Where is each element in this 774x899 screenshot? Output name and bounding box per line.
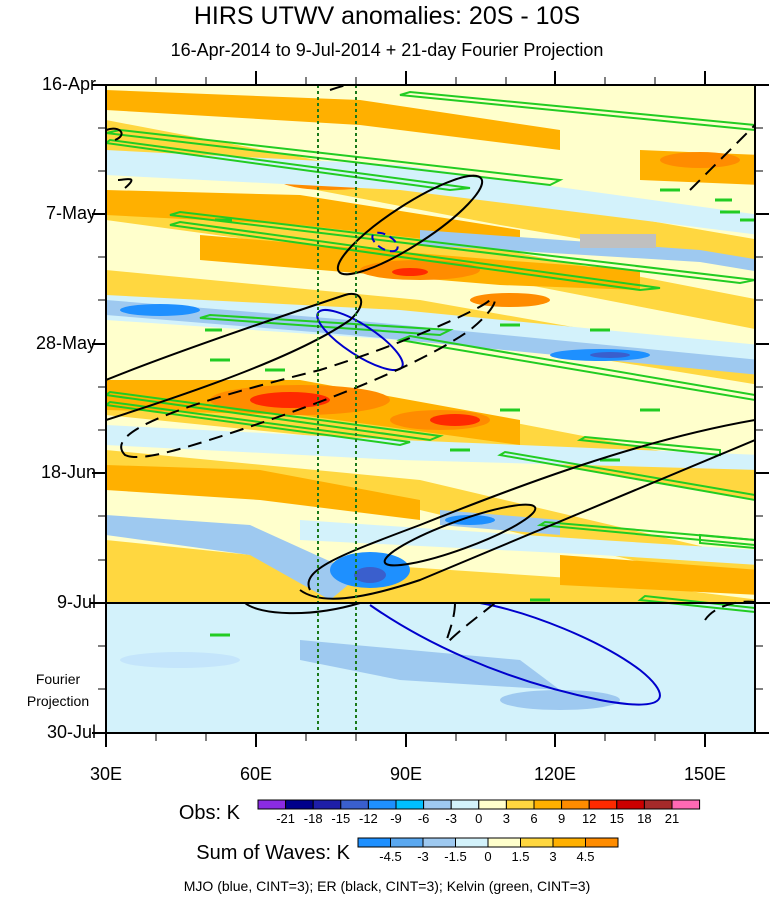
chart-subtitle: 16-Apr-2014 to 9-Jul-2014 + 21-day Fouri… [170,40,604,60]
projection-field [120,640,620,710]
colorbar-tick-label: 3 [502,811,510,826]
colorbar-tick-label: 0 [475,811,483,826]
colorbar-swatch [552,837,586,848]
x-minor-ticks [155,77,656,741]
colorbar-swatch [422,837,456,848]
y-minor-ticks [98,127,763,690]
x-tick-label: 30E [89,764,123,784]
colorbar-swatch [643,799,673,810]
colorbar-swatch [588,799,618,810]
colorbar-swatch [520,837,554,848]
colorbar-tick-label: 4.5 [576,849,595,864]
kelvin-dashes [205,188,755,637]
projection-label-projection: Projection [26,693,90,709]
projection-label-fourier: Fourier [35,671,81,687]
y-tick-label: 16-Apr [41,74,96,94]
obs-colorbar-label: Obs: K [178,802,240,824]
missing-data [580,234,656,248]
colorbar-swatch [450,799,480,810]
colorbar-tick-label: 12 [581,811,597,826]
y-tick-label: 7-May [45,203,96,223]
colorbar-swatch [395,799,425,810]
x-tick-label: 60E [239,764,273,784]
colorbar-tick-label: -6 [417,811,430,826]
colorbar-swatch [561,799,590,810]
colorbar-tick-label: -15 [331,811,351,826]
obs-colorbar [257,799,701,810]
colorbar-swatch [478,799,507,810]
colorbar-tick-label: 3 [549,849,557,864]
colorbar-tick-label: 0 [484,849,492,864]
x-major-ticks [105,71,706,747]
chart-title: HIRS UTWV anomalies: 20S - 10S [193,2,581,30]
colorbar-tick-label: -3 [445,811,457,826]
colorbar-swatch [367,799,397,810]
x-tick-label: 120E [533,764,577,784]
colorbar-swatch [671,799,701,810]
colorbar-tick-label: 1.5 [511,849,530,864]
waves-colorbar-label: Sum of Waves: K [196,842,350,864]
x-tick-label: 90E [389,764,423,784]
colorbar-tick-label: -9 [390,811,402,826]
colorbar-swatch [285,799,314,810]
kelvin-contours [106,90,755,614]
y-major-ticks [92,84,769,734]
y-tick-label: 18-Jun [40,462,96,482]
colorbar-swatch [585,837,619,848]
colorbar-swatch [505,799,535,810]
colorbar-tick-label: -4.5 [379,849,402,864]
colorbar-tick-label: -12 [358,811,378,826]
reference-lines [317,85,357,733]
colorbar-tick-label: -18 [303,811,323,826]
colorbar-tick-label: 15 [609,811,625,826]
colorbar-swatch [257,799,287,810]
colorbar-tick-label: 18 [637,811,652,826]
y-tick-label: 9-Jul [56,592,96,612]
y-tick-label: 30-Jul [46,722,96,742]
colorbar-tick-label: 6 [530,811,538,826]
colorbar-swatch [533,799,563,810]
colorbar-swatch [312,799,342,810]
colorbar-swatch [487,837,521,848]
colorbar-swatch [616,799,645,810]
x-tick-label: 150E [683,764,727,784]
waves-colorbar [357,837,619,848]
colorbar-tick-label: -3 [417,849,429,864]
colorbar-swatch [390,837,424,848]
colorbar-swatch [455,837,489,848]
colorbar-tick-label: -1.5 [444,849,467,864]
er-contours [106,85,755,644]
y-tick-label: 28-May [35,333,96,353]
colorbar-tick-label: -21 [276,811,295,826]
colorbar-tick-label: 21 [664,811,680,826]
contour-legend: MJO (blue, CINT=3); ER (black, CINT=3); … [183,878,591,894]
colorbar-swatch [340,799,369,810]
colorbar-tick-label: 9 [557,811,566,826]
colorbar-swatch [357,837,391,848]
anomaly-dark-blue [354,352,630,583]
colorbar-swatch [423,799,452,810]
plot-frame [105,84,756,734]
